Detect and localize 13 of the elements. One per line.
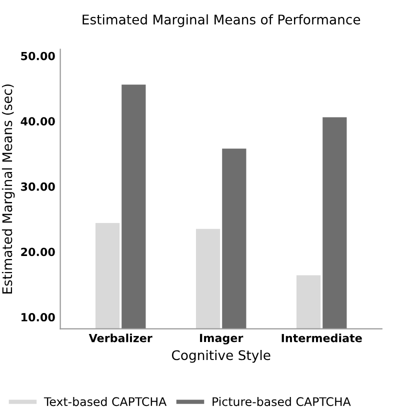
y-tick-label: 40.00 xyxy=(20,117,55,126)
chart-title: Estimated Marginal Means of Performance xyxy=(82,14,360,28)
x-tick-label: Intermediate xyxy=(282,334,362,342)
legend-label: Text-based CAPTCHA xyxy=(44,396,167,406)
x-tick-label: Imager xyxy=(200,334,244,344)
y-tick-label: 10.00 xyxy=(22,313,55,322)
y-tick-label: 20.00 xyxy=(21,248,55,256)
x-axis-title: Cognitive Style xyxy=(172,350,270,363)
y-tick-label: 30.00 xyxy=(21,182,55,191)
y-tick-label: 50.00 xyxy=(21,52,55,60)
x-tick-label: Verbalizer xyxy=(88,334,152,342)
legend-label: Picture-based CAPTCHA xyxy=(212,396,351,406)
y-axis-title: Estimated Marginal Means (sec) xyxy=(2,84,15,294)
